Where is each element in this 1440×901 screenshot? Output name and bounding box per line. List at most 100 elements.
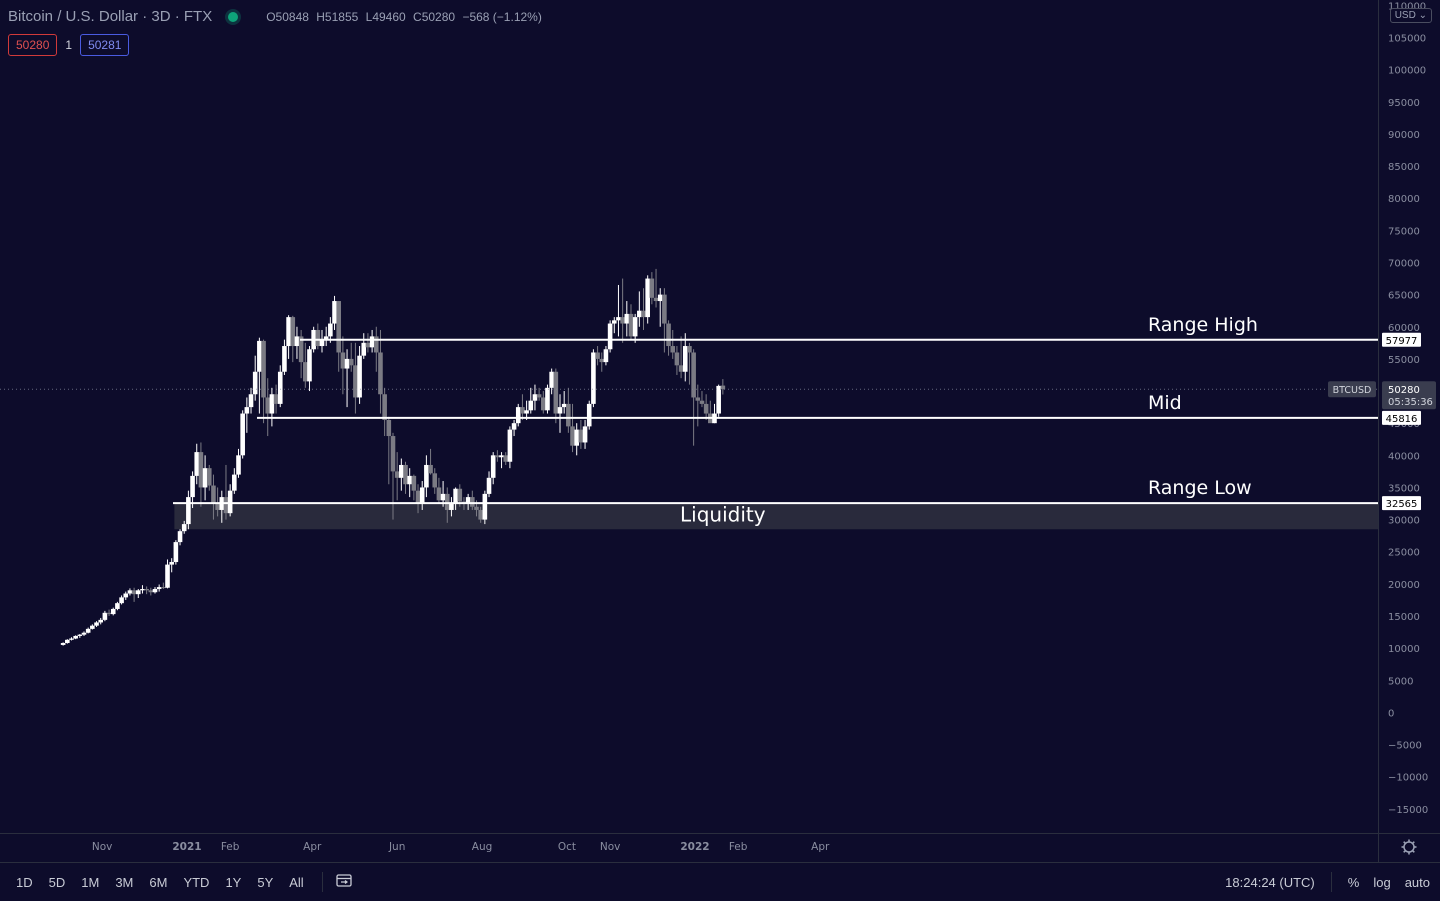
- candle-body[interactable]: [637, 310, 642, 318]
- candle-body[interactable]: [336, 301, 342, 353]
- candle-body[interactable]: [666, 323, 671, 347]
- timeframe-3m[interactable]: 3M: [115, 874, 134, 890]
- candle-body[interactable]: [495, 455, 500, 458]
- candle-body[interactable]: [244, 407, 250, 414]
- log-scale-toggle[interactable]: log: [1373, 874, 1391, 890]
- candle-body[interactable]: [599, 358, 605, 363]
- candle-body[interactable]: [240, 413, 245, 456]
- candle-body[interactable]: [144, 589, 149, 591]
- candle-body[interactable]: [695, 397, 701, 401]
- candle-body[interactable]: [353, 365, 358, 398]
- candle-body[interactable]: [607, 323, 613, 350]
- candle-body[interactable]: [511, 423, 517, 430]
- candle-body[interactable]: [545, 387, 550, 411]
- candle-body[interactable]: [148, 590, 154, 593]
- candle-body[interactable]: [123, 593, 129, 598]
- candle-body[interactable]: [257, 340, 262, 372]
- candle-body[interactable]: [294, 336, 300, 347]
- candle-body[interactable]: [699, 400, 705, 404]
- candle-body[interactable]: [135, 590, 141, 595]
- candle-body[interactable]: [165, 564, 170, 588]
- candle-body[interactable]: [152, 589, 158, 593]
- candle-body[interactable]: [265, 397, 271, 414]
- candle-body[interactable]: [69, 638, 74, 640]
- candle-body[interactable]: [357, 355, 362, 398]
- candle-body[interactable]: [73, 635, 78, 639]
- candle-body[interactable]: [344, 358, 350, 369]
- percent-scale-toggle[interactable]: %: [1347, 874, 1360, 890]
- candle-body[interactable]: [578, 429, 584, 443]
- timeframe-6m[interactable]: 6M: [149, 874, 168, 890]
- candle-body[interactable]: [77, 634, 83, 636]
- candle-body[interactable]: [436, 487, 442, 501]
- timeframe-1d[interactable]: 1D: [16, 874, 33, 890]
- candle-body[interactable]: [232, 474, 237, 491]
- candle-body[interactable]: [470, 497, 475, 507]
- candle-body[interactable]: [528, 400, 534, 411]
- candle-body[interactable]: [102, 612, 108, 620]
- utc-clock[interactable]: 18:24:24 (UTC): [1225, 874, 1315, 890]
- candle-body[interactable]: [399, 464, 404, 478]
- candle-body[interactable]: [328, 323, 333, 337]
- candle-body[interactable]: [365, 342, 371, 348]
- candle-body[interactable]: [303, 362, 308, 382]
- candle-body[interactable]: [373, 336, 379, 353]
- candle-body[interactable]: [156, 587, 162, 590]
- candle-body[interactable]: [549, 371, 554, 388]
- candle-body[interactable]: [315, 329, 321, 347]
- candle-body[interactable]: [424, 464, 429, 488]
- candle-body[interactable]: [541, 397, 546, 411]
- currency-select[interactable]: USD ⌄: [1389, 8, 1432, 23]
- candle-body[interactable]: [457, 488, 463, 502]
- candle-body[interactable]: [127, 590, 133, 594]
- candle-body[interactable]: [273, 394, 279, 404]
- candle-body[interactable]: [503, 455, 509, 462]
- candle-body[interactable]: [720, 385, 726, 390]
- candle-body[interactable]: [411, 475, 417, 491]
- candle-body[interactable]: [323, 336, 329, 340]
- timeframe-1y[interactable]: 1Y: [225, 874, 242, 890]
- candle-body[interactable]: [85, 628, 91, 633]
- candle-body[interactable]: [215, 503, 220, 510]
- candle-body[interactable]: [307, 349, 312, 382]
- candle-body[interactable]: [532, 394, 538, 401]
- candle-body[interactable]: [206, 468, 212, 486]
- candle-body[interactable]: [482, 493, 488, 520]
- candle-body[interactable]: [194, 452, 200, 476]
- candle-body[interactable]: [515, 407, 521, 424]
- candle-body[interactable]: [361, 342, 367, 356]
- candle-body[interactable]: [106, 612, 112, 615]
- candle-body[interactable]: [678, 365, 684, 372]
- buy-button[interactable]: 50281: [80, 34, 130, 56]
- candle-body[interactable]: [687, 346, 692, 353]
- candle-body[interactable]: [269, 394, 275, 414]
- candle-body[interactable]: [115, 603, 120, 609]
- candle-body[interactable]: [444, 493, 450, 510]
- candle-body[interactable]: [653, 297, 659, 302]
- candle-body[interactable]: [227, 490, 233, 514]
- candle-body[interactable]: [211, 485, 216, 504]
- timeframe-ytd[interactable]: YTD: [183, 874, 210, 890]
- candle-body[interactable]: [348, 358, 354, 366]
- candle-body[interactable]: [557, 407, 563, 414]
- candle-body[interactable]: [340, 352, 346, 369]
- candle-body[interactable]: [394, 471, 400, 478]
- candle-body[interactable]: [390, 436, 396, 472]
- candle-body[interactable]: [248, 394, 254, 408]
- candle-body[interactable]: [236, 455, 241, 475]
- gear-icon[interactable]: [1401, 839, 1417, 855]
- candle-body[interactable]: [440, 493, 446, 501]
- candle-body[interactable]: [202, 468, 208, 488]
- candle-body[interactable]: [119, 597, 124, 604]
- candle-body[interactable]: [465, 497, 471, 504]
- candle-body[interactable]: [65, 639, 70, 644]
- candle-body[interactable]: [620, 317, 625, 324]
- symbol-title[interactable]: Bitcoin / U.S. Dollar · 3D · FTX: [8, 8, 213, 25]
- candle-body[interactable]: [670, 346, 676, 353]
- candle-body[interactable]: [131, 590, 137, 595]
- candle-body[interactable]: [628, 313, 634, 337]
- candle-body[interactable]: [177, 531, 183, 543]
- candle-body[interactable]: [190, 475, 195, 498]
- candle-body[interactable]: [499, 455, 504, 458]
- sell-button[interactable]: 50280: [8, 34, 58, 56]
